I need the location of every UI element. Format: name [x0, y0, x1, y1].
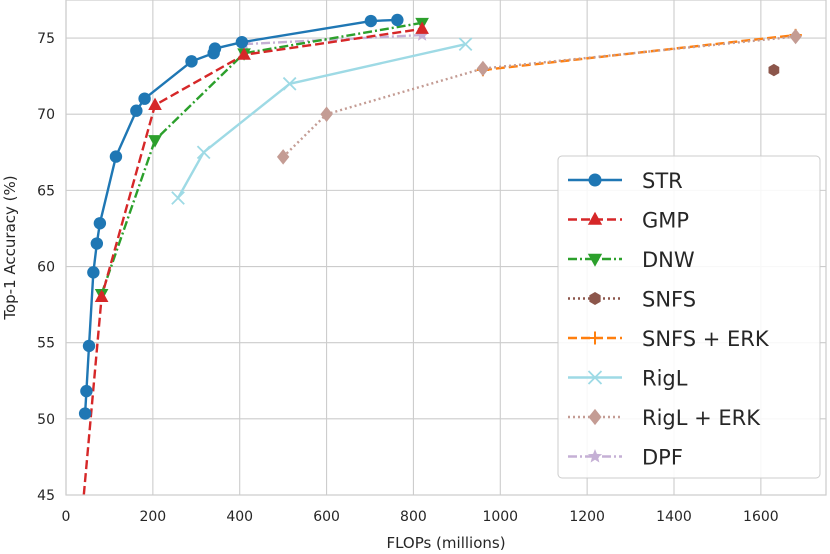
- data-point-dpf: [415, 27, 429, 41]
- data-point-str: [82, 339, 96, 353]
- plot-frame: [65, 0, 827, 496]
- legend-label: SNFS + ERK: [642, 327, 770, 351]
- data-point-str: [87, 266, 100, 279]
- x-tick-label: 400: [226, 509, 253, 525]
- data-point-gmp: [237, 47, 251, 60]
- legend-item-dnw: DNW: [568, 248, 695, 272]
- legend-marker: [587, 211, 603, 225]
- x-tick-label: 1400: [656, 509, 692, 525]
- legend-box: [557, 155, 821, 479]
- y-tick-label: 60: [37, 260, 55, 276]
- legend-marker: [587, 370, 603, 385]
- data-point-str: [364, 14, 378, 28]
- x-tick-label: 1200: [569, 509, 605, 525]
- legend-marker: [588, 408, 602, 426]
- data-point-str: [109, 150, 123, 163]
- legend-label: GMP: [642, 209, 689, 233]
- data-point-rigl-erk: [276, 149, 290, 165]
- legend-label: RigL + ERK: [642, 406, 761, 430]
- data-point-dnw: [148, 135, 162, 148]
- legend-item-snfs: SNFS: [568, 288, 696, 312]
- x-axis-title: FLOPs (millions): [386, 534, 505, 552]
- data-point-rigl: [196, 145, 211, 160]
- data-point-rigl: [458, 37, 473, 52]
- data-point-str: [235, 35, 249, 49]
- y-tick-label: 75: [37, 31, 55, 47]
- legend-label: SNFS: [642, 288, 696, 312]
- legend-marker: [588, 173, 602, 187]
- data-point-str: [130, 104, 143, 117]
- y-tick-label: 50: [37, 412, 55, 428]
- data-point-rigl-erk: [320, 106, 333, 122]
- legend-item-gmp: GMP: [568, 209, 689, 233]
- legend-item-str: STR: [568, 169, 683, 193]
- data-point-snfs: [768, 63, 780, 77]
- series-gmp: [82, 21, 429, 496]
- legend-item-rigl: RigL: [568, 367, 688, 391]
- series-snfs: [768, 63, 780, 77]
- data-point-rigl-erk: [789, 28, 802, 45]
- data-point-gmp: [94, 289, 109, 302]
- legend-item-rigl-erk: RigL + ERK: [568, 406, 761, 430]
- legend-label: RigL: [642, 367, 688, 391]
- series-rigl: [171, 37, 473, 205]
- data-point-str: [80, 384, 93, 398]
- data-point-str: [78, 407, 92, 420]
- y-tick-label: 55: [37, 336, 55, 352]
- series-line-dpf: [243, 33, 423, 46]
- data-point-str: [90, 237, 104, 250]
- data-point-rigl-erk: [476, 60, 490, 77]
- y-tick-label: 45: [37, 488, 55, 504]
- x-tick-label: 600: [313, 509, 340, 525]
- legend-marker: [587, 253, 603, 267]
- legend-marker: [589, 292, 601, 305]
- legend-label: STR: [642, 169, 683, 193]
- data-point-str: [138, 92, 151, 105]
- data-point-gmp: [148, 97, 162, 111]
- legend-label: DNW: [642, 248, 695, 272]
- data-point-rigl: [282, 76, 297, 91]
- x-tick-label: 200: [139, 509, 166, 525]
- data-point-str: [208, 42, 222, 55]
- series-layer: [78, 13, 802, 496]
- data-point-str: [93, 217, 107, 230]
- series-str: [78, 13, 404, 420]
- data-point-str: [391, 13, 404, 27]
- legend-marker: [588, 331, 602, 345]
- y-tick-label: 65: [37, 183, 55, 199]
- y-tick-label: 70: [37, 107, 55, 123]
- x-tick-label: 0: [62, 509, 71, 525]
- series-line-dnw: [100, 21, 423, 295]
- series-rigl-erk: [276, 28, 802, 165]
- legend-label: DPF: [642, 446, 683, 470]
- series-line-rigl-erk: [282, 35, 796, 158]
- series-line-rigl: [176, 42, 466, 199]
- legend-item-dpf: DPF: [568, 446, 683, 470]
- data-point-gmp: [415, 21, 429, 34]
- x-tick-label: 800: [400, 509, 427, 525]
- tick-labels: 0 200 400 600 800 1000 1200 1400 1600 45 50 55 60 65 7…: [37, 31, 779, 525]
- legend-marker: [587, 449, 603, 463]
- data-point-rigl: [171, 191, 185, 205]
- legend-item-snfs-erk: SNFS + ERK: [568, 327, 770, 351]
- legend: STR GMP DNW SNFS SNFS + ERK RigL RigL + ERK DPF: [557, 155, 821, 479]
- x-tick-label: 1000: [482, 509, 518, 525]
- data-point-str: [185, 55, 198, 68]
- y-axis-title: Top-1 Accuracy (%): [1, 175, 19, 320]
- x-tick-label: 1600: [743, 509, 779, 525]
